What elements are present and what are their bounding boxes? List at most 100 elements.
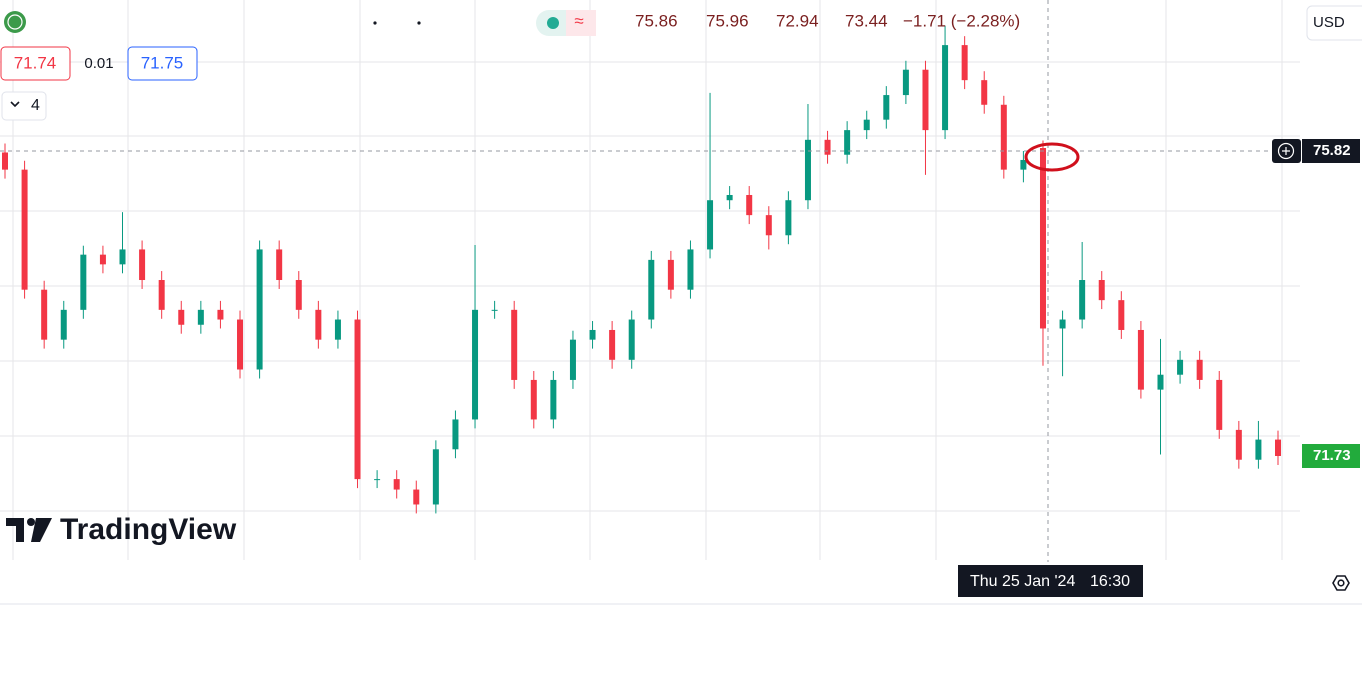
candle-body — [1157, 374, 1164, 390]
grid — [0, 0, 1300, 560]
currency: USD — [1313, 14, 1345, 31]
candle-body — [863, 119, 870, 131]
candle-body — [197, 309, 204, 325]
market-open-dot — [547, 17, 559, 29]
candle-body — [530, 379, 537, 420]
candle-body — [119, 249, 126, 265]
candle-body — [648, 259, 655, 320]
candle-body — [2, 152, 8, 170]
candle-body — [1079, 280, 1086, 320]
candle-body — [824, 139, 831, 155]
candle-body — [922, 69, 929, 131]
candle-body — [60, 309, 67, 340]
candle-body — [883, 95, 890, 120]
candle-body — [41, 289, 48, 340]
header-close: 73.44 — [845, 11, 888, 30]
candle-body — [334, 319, 341, 340]
last-price-box — [1302, 444, 1360, 468]
candle-body — [1059, 319, 1066, 329]
status-pill-right — [566, 10, 596, 36]
candle-body — [178, 309, 185, 325]
candle-body — [1255, 439, 1262, 460]
currency-button[interactable] — [1306, 5, 1362, 41]
candle-body — [511, 309, 518, 380]
candle-body — [315, 309, 322, 340]
candle-body — [1177, 359, 1184, 375]
buy-button[interactable] — [127, 46, 198, 81]
candle-body — [804, 139, 811, 201]
crosshair-price-box — [1302, 139, 1360, 163]
candle-body — [256, 249, 263, 370]
candle-body — [472, 309, 479, 420]
logo-mark — [6, 518, 52, 542]
sell-button[interactable] — [0, 46, 71, 81]
crosshair-time-box — [958, 565, 1143, 597]
dot — [417, 21, 421, 25]
dot — [373, 21, 377, 25]
delay-icon: ≈ — [574, 11, 583, 30]
header-high: 75.96 — [706, 11, 749, 30]
candle-body — [550, 379, 557, 420]
plus-circle — [1277, 142, 1295, 160]
candle-body — [139, 249, 146, 281]
plus — [1282, 147, 1290, 155]
candle-body — [1000, 104, 1007, 170]
indicators-toggle[interactable] — [1, 91, 47, 121]
last-price: 71.73 — [1313, 447, 1351, 464]
header-change: −1.71 (−2.28%) — [903, 11, 1020, 30]
candle-body — [21, 169, 28, 290]
candle-body — [609, 329, 616, 360]
settings-icon[interactable] — [1332, 575, 1350, 591]
candle-body — [589, 329, 596, 340]
header-low: 72.94 — [776, 11, 819, 30]
candle-body — [1196, 359, 1203, 380]
crosshair-time: 16:30 — [1090, 573, 1130, 590]
candle-body — [374, 479, 381, 481]
candle-body — [942, 45, 949, 131]
candle-body — [452, 419, 459, 450]
candle-body — [354, 319, 361, 480]
candles — [2, 25, 1281, 514]
candle-body — [393, 479, 400, 490]
symbol-icon[interactable] — [4, 11, 26, 33]
candle-body — [902, 69, 909, 96]
crosshair-date: Thu 25 Jan '24 — [970, 573, 1075, 590]
candle-body — [217, 309, 224, 320]
candle-body — [707, 200, 714, 250]
annotation-ellipse — [1024, 142, 1080, 172]
candle-body — [276, 249, 283, 281]
candle-body — [1020, 159, 1027, 170]
candle-body — [1137, 329, 1144, 390]
chevron — [10, 101, 20, 108]
candle-body — [981, 80, 988, 105]
spread: 0.01 — [84, 55, 113, 72]
symbol-icon-ring — [7, 14, 23, 30]
candle-body — [746, 194, 753, 216]
candle-body — [1275, 439, 1281, 456]
header-open: 75.86 — [635, 11, 678, 30]
candle-body — [961, 45, 968, 81]
candle-body — [1216, 379, 1223, 430]
candle-body — [765, 215, 772, 236]
bid: 71.74 — [14, 53, 57, 72]
candle-body — [491, 309, 498, 311]
candle-body — [628, 319, 635, 360]
crosshair-price: 75.82 — [1313, 142, 1351, 159]
candle-body — [432, 449, 439, 505]
indicator-count: 4 — [31, 97, 40, 114]
candle-body — [1118, 300, 1125, 330]
candle-body — [158, 280, 165, 310]
candle-body — [726, 194, 733, 201]
candle-body — [80, 254, 87, 310]
candle-body — [569, 339, 576, 380]
candle-body — [667, 259, 674, 290]
candle-body — [99, 254, 106, 265]
candle-body — [785, 200, 792, 236]
candle-body — [1098, 280, 1105, 301]
candle-body — [1039, 148, 1046, 329]
logo-text: TradingView — [60, 513, 237, 546]
candle-body — [687, 249, 694, 290]
candle-body — [844, 130, 851, 155]
candle-body — [1235, 429, 1242, 460]
